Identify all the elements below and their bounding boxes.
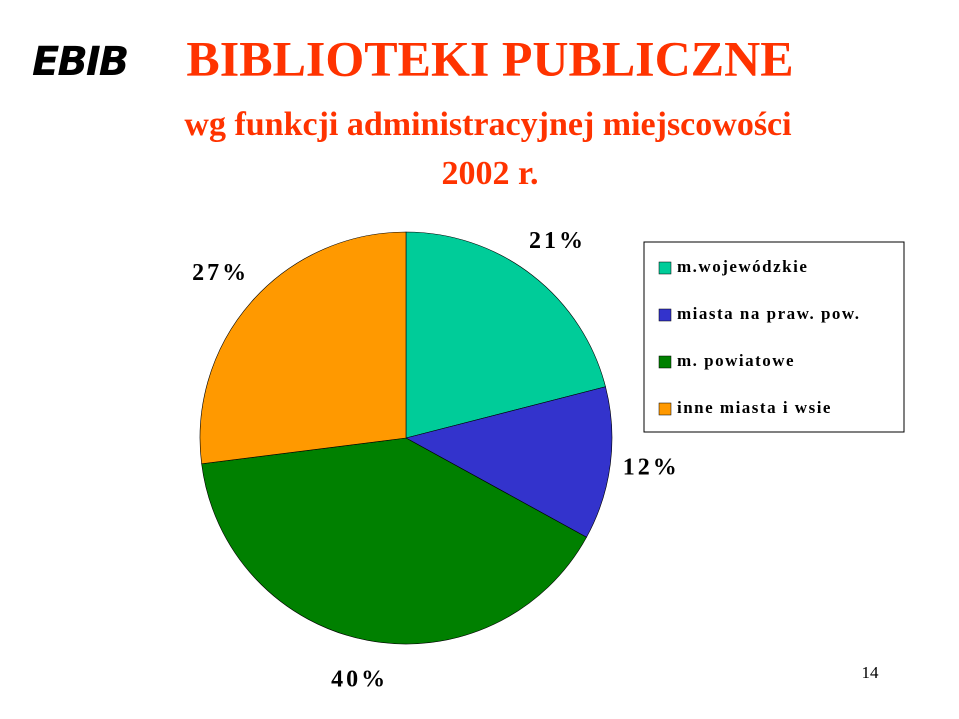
logo: EBIB <box>32 39 127 85</box>
pie-slice <box>201 437 587 645</box>
data-label: 27% <box>192 260 249 286</box>
pie-slice <box>405 386 613 538</box>
legend-swatch <box>658 402 672 416</box>
legend-swatch <box>658 308 672 322</box>
chart-subtitle: wg funkcji administracyjnej miejscowości <box>184 106 791 143</box>
legend-swatch <box>658 355 672 369</box>
chart-subtitle: 2002 r. <box>442 155 539 192</box>
legend-box <box>643 241 905 433</box>
page-number: 14 <box>862 663 880 682</box>
legend-swatch <box>658 261 672 275</box>
pie-slice <box>405 231 606 439</box>
data-label: 40% <box>331 666 388 692</box>
data-label: 12% <box>623 454 680 480</box>
legend-label: inne miasta i wsie <box>677 398 832 417</box>
legend-label: miasta na praw. pow. <box>677 304 861 323</box>
data-label: 21% <box>529 228 586 254</box>
legend-label: m.wojewódzkie <box>677 257 808 276</box>
pie-slice <box>199 231 407 465</box>
legend-label: m. powiatowe <box>677 351 795 370</box>
chart-title: BIBLIOTEKI PUBLICZNE <box>186 30 793 86</box>
